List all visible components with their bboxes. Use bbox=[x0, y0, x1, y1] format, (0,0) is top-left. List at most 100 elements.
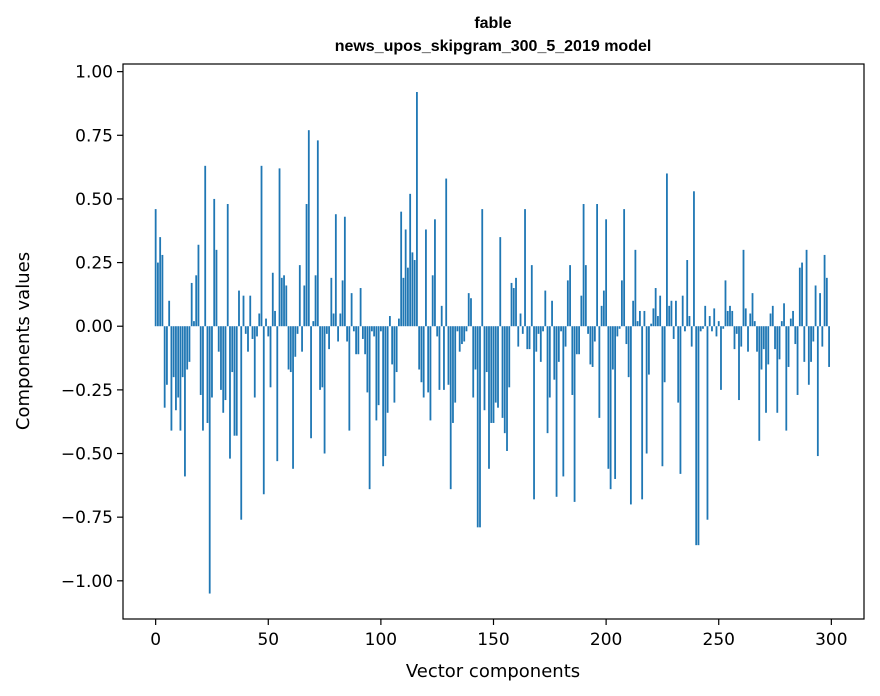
bar bbox=[515, 277, 517, 327]
bar bbox=[620, 280, 623, 327]
bar bbox=[774, 326, 776, 350]
bar bbox=[163, 326, 166, 408]
bar bbox=[715, 326, 718, 337]
bar bbox=[713, 308, 716, 327]
bar bbox=[807, 326, 810, 385]
bar bbox=[693, 191, 695, 327]
bar bbox=[337, 326, 339, 342]
bar bbox=[659, 295, 662, 327]
bar bbox=[648, 326, 650, 375]
bar bbox=[463, 326, 466, 342]
bar bbox=[508, 326, 511, 388]
bar bbox=[609, 326, 612, 490]
bar bbox=[262, 326, 265, 495]
bar bbox=[548, 326, 551, 398]
bar bbox=[787, 326, 790, 367]
bar bbox=[643, 310, 646, 327]
bar bbox=[238, 290, 240, 327]
bar bbox=[510, 282, 513, 327]
bar bbox=[226, 204, 229, 327]
bar bbox=[199, 326, 202, 395]
bar bbox=[339, 313, 342, 327]
y-tick-label: −1.00 bbox=[61, 572, 113, 592]
bar bbox=[188, 326, 191, 362]
bar bbox=[584, 265, 587, 327]
bar bbox=[668, 305, 671, 327]
bar bbox=[726, 310, 729, 327]
y-tick-label: 0.75 bbox=[75, 126, 113, 146]
bar bbox=[215, 249, 218, 327]
bar bbox=[654, 288, 657, 327]
x-tick-label: 300 bbox=[815, 630, 847, 650]
bar bbox=[657, 316, 659, 327]
bar bbox=[377, 326, 380, 406]
bar bbox=[479, 326, 481, 528]
bar bbox=[278, 168, 281, 327]
bar bbox=[526, 326, 529, 350]
bar bbox=[341, 280, 344, 327]
bar bbox=[814, 285, 817, 327]
bar bbox=[285, 285, 288, 327]
chart-title-line-2: news_upos_skipgram_300_5_2019 model bbox=[335, 38, 652, 55]
bar bbox=[512, 288, 515, 327]
bar bbox=[729, 305, 731, 327]
bar bbox=[677, 326, 680, 403]
bar bbox=[298, 265, 301, 327]
bar bbox=[742, 249, 745, 327]
bar bbox=[776, 326, 779, 413]
bar bbox=[204, 165, 207, 327]
bar bbox=[334, 214, 337, 327]
bar bbox=[589, 326, 592, 365]
bar bbox=[361, 326, 364, 339]
bar bbox=[634, 249, 637, 327]
bar bbox=[247, 326, 249, 352]
bar bbox=[280, 277, 283, 327]
bar bbox=[663, 326, 666, 383]
bar bbox=[206, 326, 209, 423]
bar bbox=[605, 219, 608, 327]
bar bbox=[675, 300, 677, 327]
bar bbox=[539, 326, 542, 362]
bar bbox=[625, 326, 628, 345]
x-tick-label: 250 bbox=[703, 630, 735, 650]
y-axis-label: Components values bbox=[13, 252, 34, 430]
bar bbox=[798, 267, 801, 327]
bar bbox=[168, 300, 171, 327]
bar bbox=[391, 326, 394, 365]
bar bbox=[702, 326, 704, 329]
bar bbox=[521, 326, 524, 334]
bar bbox=[587, 326, 589, 334]
bar bbox=[706, 326, 709, 520]
bar bbox=[370, 326, 373, 332]
bar bbox=[368, 326, 371, 490]
bar bbox=[375, 326, 378, 421]
bar bbox=[537, 326, 540, 334]
bar bbox=[445, 178, 448, 327]
bar bbox=[645, 326, 648, 454]
bar bbox=[373, 326, 376, 337]
bar bbox=[636, 321, 639, 327]
bar bbox=[720, 326, 722, 390]
bar bbox=[253, 326, 256, 398]
bar bbox=[801, 262, 803, 327]
bar bbox=[438, 326, 441, 390]
bar bbox=[393, 326, 396, 403]
bar bbox=[287, 326, 290, 370]
bar bbox=[220, 326, 222, 390]
y-tick-label: 1.00 bbox=[75, 63, 113, 83]
bar bbox=[465, 326, 468, 332]
bar bbox=[569, 265, 571, 327]
bar bbox=[805, 249, 808, 327]
bar bbox=[542, 326, 544, 332]
bar bbox=[490, 326, 493, 423]
bar bbox=[828, 326, 830, 367]
bar bbox=[792, 310, 794, 327]
bar bbox=[616, 326, 619, 337]
bar bbox=[260, 165, 263, 327]
bar bbox=[722, 326, 725, 329]
bar bbox=[823, 254, 826, 327]
bar bbox=[323, 326, 326, 454]
bar bbox=[359, 288, 362, 327]
bar bbox=[184, 326, 186, 477]
bar bbox=[193, 321, 195, 327]
